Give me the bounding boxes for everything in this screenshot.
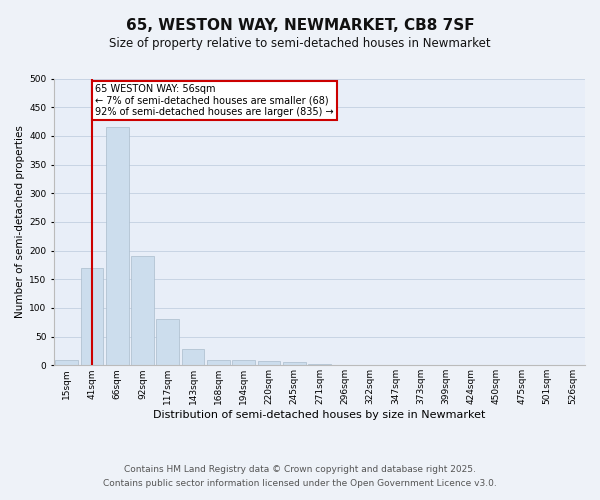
- Bar: [207, 360, 230, 366]
- Bar: [232, 360, 255, 366]
- Bar: [157, 320, 179, 366]
- Bar: [80, 268, 103, 366]
- X-axis label: Distribution of semi-detached houses by size in Newmarket: Distribution of semi-detached houses by …: [154, 410, 486, 420]
- Bar: [308, 364, 331, 366]
- Text: Contains HM Land Registry data © Crown copyright and database right 2025.
Contai: Contains HM Land Registry data © Crown c…: [103, 466, 497, 487]
- Bar: [182, 349, 205, 366]
- Text: 65 WESTON WAY: 56sqm
← 7% of semi-detached houses are smaller (68)
92% of semi-d: 65 WESTON WAY: 56sqm ← 7% of semi-detach…: [95, 84, 334, 117]
- Bar: [257, 362, 280, 366]
- Bar: [334, 364, 356, 366]
- Text: Size of property relative to semi-detached houses in Newmarket: Size of property relative to semi-detach…: [109, 38, 491, 51]
- Text: 65, WESTON WAY, NEWMARKET, CB8 7SF: 65, WESTON WAY, NEWMARKET, CB8 7SF: [125, 18, 475, 32]
- Bar: [106, 128, 128, 366]
- Bar: [55, 360, 78, 366]
- Y-axis label: Number of semi-detached properties: Number of semi-detached properties: [15, 126, 25, 318]
- Bar: [283, 362, 305, 366]
- Bar: [131, 256, 154, 366]
- Bar: [359, 364, 382, 366]
